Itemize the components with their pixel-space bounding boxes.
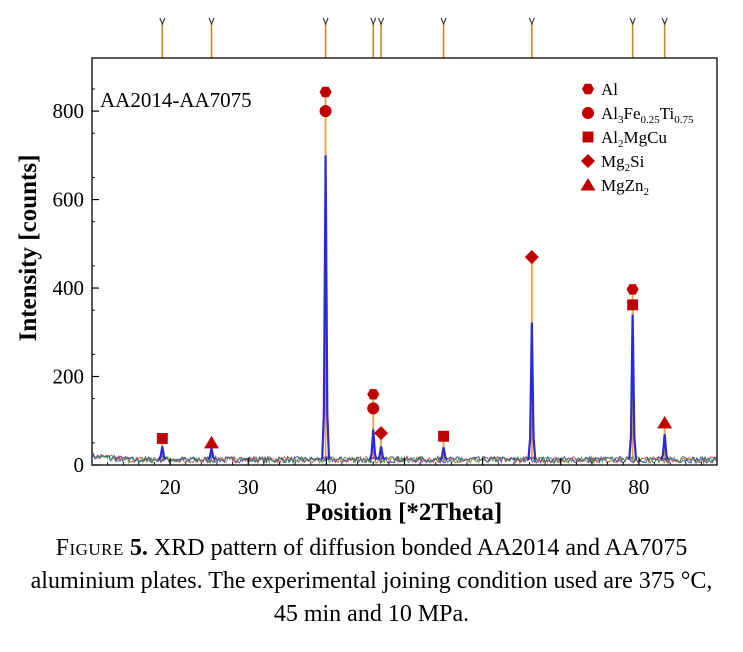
xrd-peak <box>527 322 537 460</box>
caption-text: XRD pattern of diffusion bonded AA2014 a… <box>30 535 713 627</box>
phase-marker <box>524 250 539 265</box>
xrd-peak <box>439 447 448 461</box>
xrd-peak <box>157 446 167 461</box>
phase-marker <box>319 86 332 98</box>
xrd-peak <box>628 314 638 460</box>
y-tick-label: 400 <box>53 276 85 300</box>
x-tick-label: 70 <box>550 475 571 499</box>
legend-label: MgZn2 <box>601 176 649 198</box>
xrd-peak <box>321 155 331 460</box>
phase-marker <box>156 433 168 444</box>
noise-trace <box>91 454 717 465</box>
reference-tick-cap <box>378 17 385 26</box>
reference-tick-cap <box>159 17 166 26</box>
phase-marker <box>657 415 673 429</box>
y-tick-label: 600 <box>53 188 85 212</box>
phase-marker <box>438 430 450 442</box>
figure-caption: Figure 5. XRD pattern of diffusion bonde… <box>20 532 723 631</box>
legend-label: Al3Fe0.25Ti0.75 <box>601 104 694 126</box>
figure-number: 5. <box>129 535 148 561</box>
reference-tick-cap <box>440 17 447 26</box>
phase-marker <box>367 402 380 415</box>
legend-label: Al <box>601 80 618 99</box>
xrd-peak <box>660 433 670 461</box>
phase-marker <box>374 426 389 441</box>
y-tick-label: 0 <box>74 453 85 477</box>
phase-marker <box>204 435 220 449</box>
x-tick-label: 60 <box>472 475 493 499</box>
chart-title: AA2014-AA7075 <box>100 88 252 112</box>
phase-marker <box>367 389 380 400</box>
reference-tick-cap <box>322 17 329 26</box>
legend-marker <box>581 83 595 95</box>
y-tick-label: 800 <box>53 99 85 123</box>
x-axis-label: Position [*2Theta] <box>306 499 503 526</box>
legend-marker <box>582 107 594 119</box>
legend-marker <box>580 153 596 169</box>
x-tick-label: 30 <box>238 475 259 499</box>
legend-marker <box>582 131 594 143</box>
phase-sticks <box>161 92 666 460</box>
x-tick-label: 40 <box>316 475 337 499</box>
phase-marker <box>626 284 639 295</box>
xrd-peak <box>376 446 386 461</box>
reference-tick-cap <box>370 17 377 26</box>
figure-label: Figure <box>55 535 124 561</box>
y-axis-label: Intensity [counts] <box>15 155 42 342</box>
reference-tick-cap <box>528 17 535 26</box>
legend-label: Mg2Si <box>601 152 645 174</box>
reference-tick-cap <box>208 17 215 26</box>
phase-marker <box>627 299 639 311</box>
x-tick-label: 50 <box>394 475 415 499</box>
phase-marker <box>319 105 332 118</box>
xrd-peak <box>368 429 378 461</box>
legend-label: Al2MgCu <box>601 128 667 150</box>
legend-marker <box>580 177 596 191</box>
reference-ticks <box>159 17 668 58</box>
reference-tick-cap <box>629 17 636 26</box>
phase-markers <box>156 86 673 449</box>
reference-tick-cap <box>661 17 668 26</box>
x-tick-label: 80 <box>628 475 649 499</box>
y-tick-label: 200 <box>53 365 85 389</box>
peak-lines <box>157 155 670 461</box>
x-tick-label: 20 <box>160 475 181 499</box>
